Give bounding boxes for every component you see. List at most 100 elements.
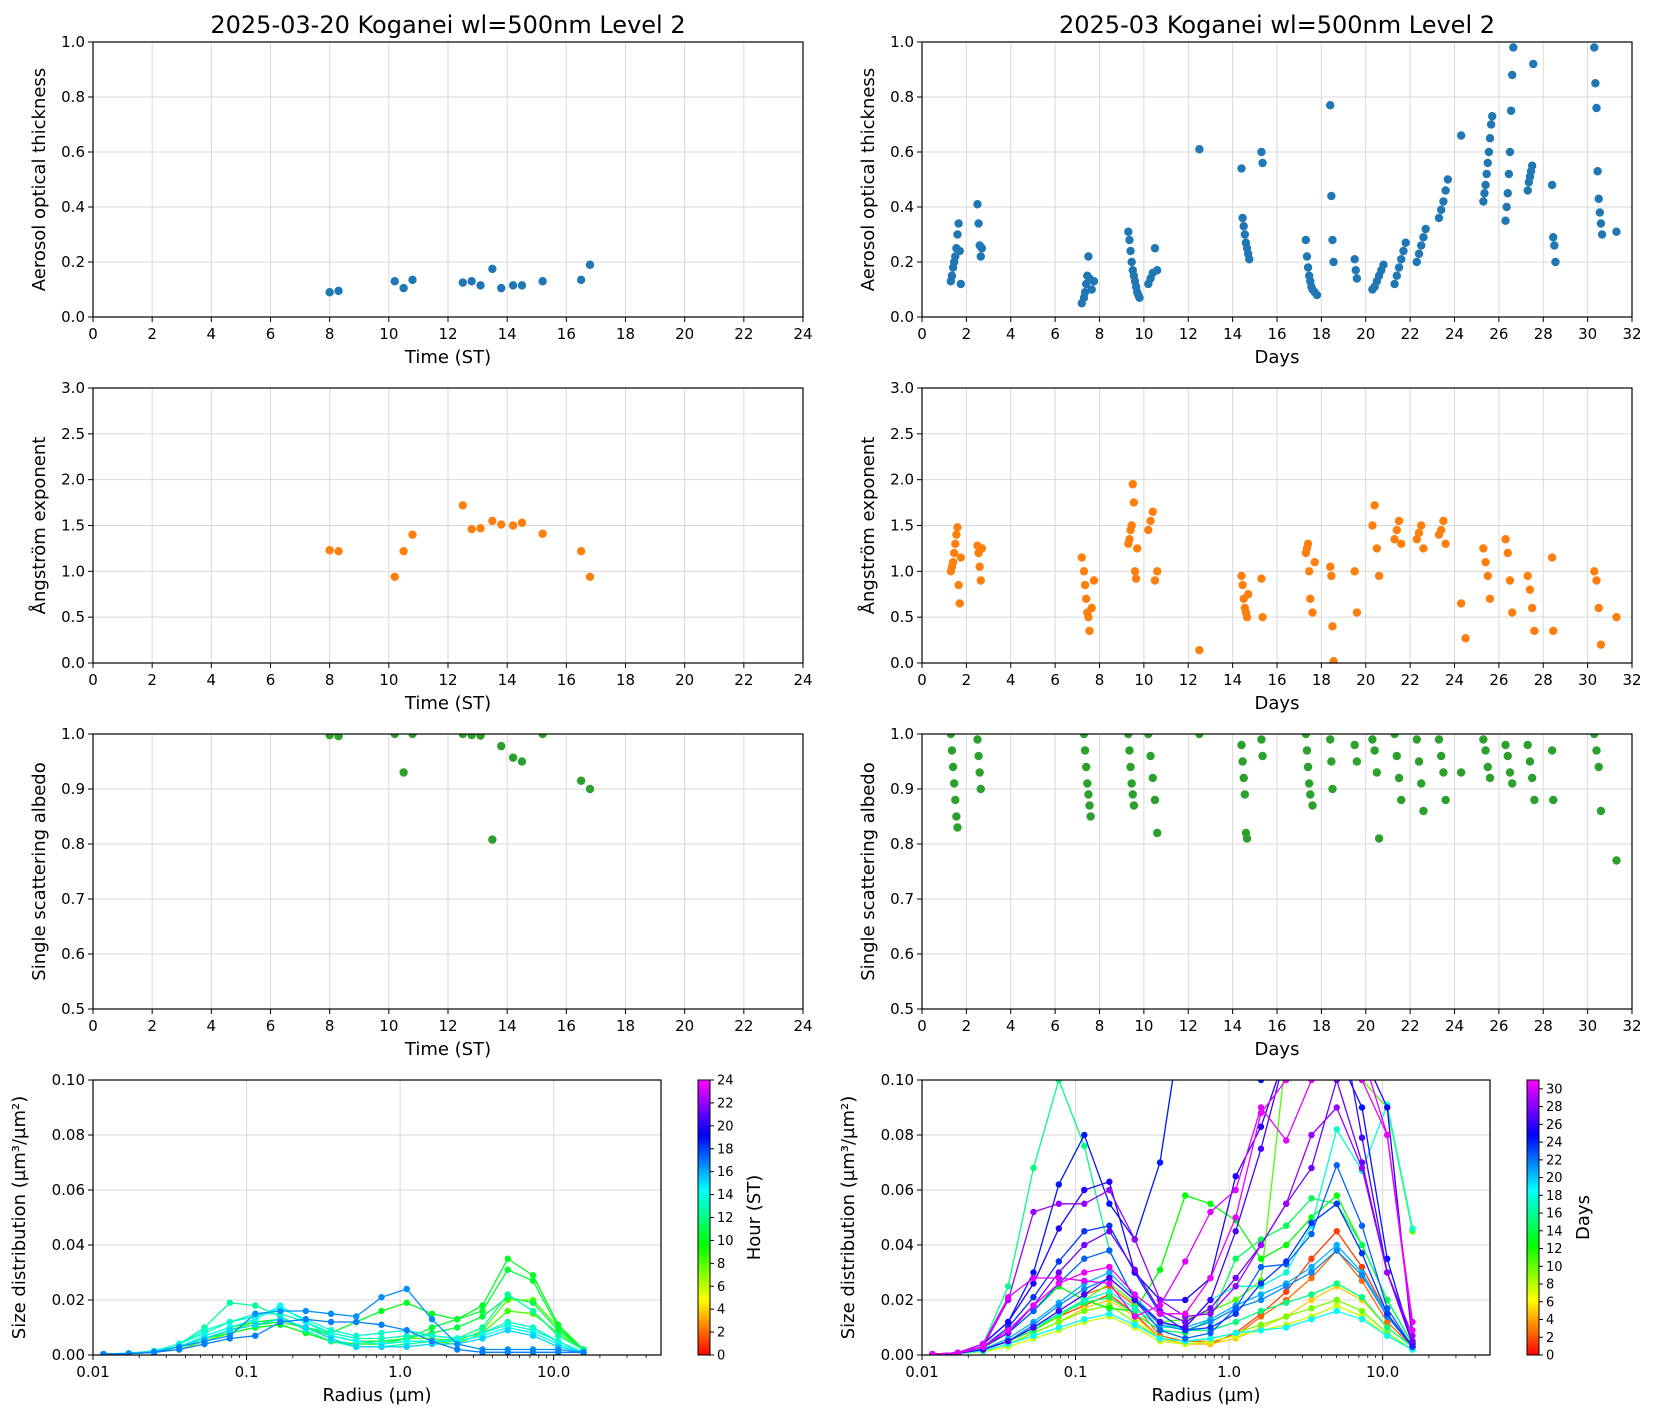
data-point [1030, 1269, 1037, 1276]
colorbar-tick-label: 14 [1546, 1224, 1563, 1239]
x-tick-label: 18 [616, 671, 635, 689]
x-tick-label: 2 [147, 1017, 157, 1035]
data-point [1152, 266, 1162, 275]
data-point [1127, 521, 1136, 530]
data-point [1144, 734, 1153, 739]
y-tick-label: 0.4 [890, 198, 914, 216]
data-point [1334, 1049, 1340, 1055]
y-tick-label: 0.04 [881, 1236, 914, 1254]
data-point [1334, 994, 1340, 1000]
data-point [1401, 238, 1410, 247]
data-point [1358, 1272, 1366, 1279]
colorbar-label: Hour (ST) [744, 1175, 765, 1261]
data-point [1131, 1321, 1138, 1328]
x-tick-label: 24 [1445, 325, 1464, 343]
x-tick-label: 30 [1578, 671, 1597, 689]
data-point [508, 521, 518, 530]
data-point [1505, 768, 1515, 777]
y-tick-label: 0.8 [61, 835, 85, 853]
data-point [1308, 1219, 1315, 1227]
data-point [1156, 1327, 1164, 1334]
x-tick-label: 20 [675, 325, 694, 343]
chart-title: 2025-03 Koganei wl=500nm Level 2 [1059, 11, 1495, 39]
data-point [497, 283, 506, 293]
y-tick-label: 1.0 [61, 562, 85, 580]
data-point [1419, 544, 1428, 553]
data-point [1084, 612, 1093, 622]
x-tick-label: 0.1 [235, 1363, 259, 1381]
data-point [1257, 1307, 1265, 1315]
data-point [1232, 1296, 1239, 1304]
x-tick-label: 10.0 [537, 1363, 570, 1381]
data-point [1257, 1313, 1265, 1320]
data-point [302, 1324, 309, 1331]
data-point [1358, 1134, 1366, 1141]
data-point [454, 1340, 461, 1348]
colorbar-tick-label: 6 [1546, 1295, 1554, 1310]
data-point [975, 562, 984, 571]
colorbar-tick-label: 22 [717, 1096, 734, 1111]
data-point [428, 1316, 436, 1323]
data-point [1055, 1181, 1063, 1188]
data-point [1283, 1200, 1290, 1207]
data-point [1084, 252, 1093, 261]
data-point [1131, 574, 1141, 583]
data-point [975, 768, 984, 777]
data-point [353, 1318, 360, 1326]
data-point [1081, 1142, 1088, 1150]
data-point [1125, 235, 1134, 245]
x-tick-label: 24 [793, 671, 812, 689]
x-tick-label: 8 [1095, 325, 1105, 343]
data-point [488, 835, 497, 844]
data-point [1527, 161, 1537, 170]
x-axis-label: Time (ST) [404, 693, 491, 714]
data-point [1308, 1049, 1314, 1055]
data-point [1081, 1291, 1088, 1298]
data-point [1242, 612, 1252, 622]
data-point [353, 1313, 360, 1320]
y-axis-label: Ångström exponent [28, 437, 50, 615]
data-point [555, 1349, 562, 1355]
data-point [1030, 1164, 1037, 1172]
y-tick-label: 0.0 [61, 308, 85, 326]
data-point [327, 1318, 335, 1326]
data-point [1594, 603, 1603, 613]
data-point [1327, 571, 1336, 581]
x-tick-label: 8 [325, 1017, 335, 1035]
data-point [1439, 516, 1448, 526]
x-tick-label: 32 [1622, 325, 1641, 343]
data-point [948, 557, 958, 567]
data-point [408, 734, 417, 739]
data-point [1529, 59, 1538, 69]
data-point [1055, 1324, 1063, 1331]
data-point [1308, 1131, 1315, 1139]
data-point [1085, 801, 1094, 810]
data-point [1441, 795, 1450, 805]
data-point [403, 1338, 410, 1345]
data-point [1055, 1307, 1063, 1315]
data-point [1207, 1335, 1214, 1342]
x-tick-label: 16 [1267, 325, 1286, 343]
y-tick-label: 2.0 [890, 471, 914, 489]
data-point [497, 520, 506, 529]
data-point [1505, 147, 1515, 157]
x-tick-label: 22 [1401, 671, 1420, 689]
data-point [1055, 1225, 1063, 1232]
x-tick-label: 10 [379, 1017, 398, 1035]
data-point [585, 260, 595, 269]
data-point [1329, 257, 1338, 267]
data-point [508, 753, 518, 762]
data-point [100, 1350, 107, 1355]
plot-area [100, 1255, 587, 1355]
data-point [1419, 233, 1428, 242]
data-point [1368, 521, 1377, 530]
data-point [277, 1307, 284, 1315]
grid [92, 1079, 661, 1356]
data-point [1503, 751, 1512, 761]
plot-area [929, 994, 1416, 1355]
data-point [1131, 1296, 1138, 1304]
data-point [529, 1349, 537, 1355]
data-point [1333, 1296, 1340, 1304]
plot-area [325, 260, 595, 297]
data-point [1312, 290, 1322, 300]
